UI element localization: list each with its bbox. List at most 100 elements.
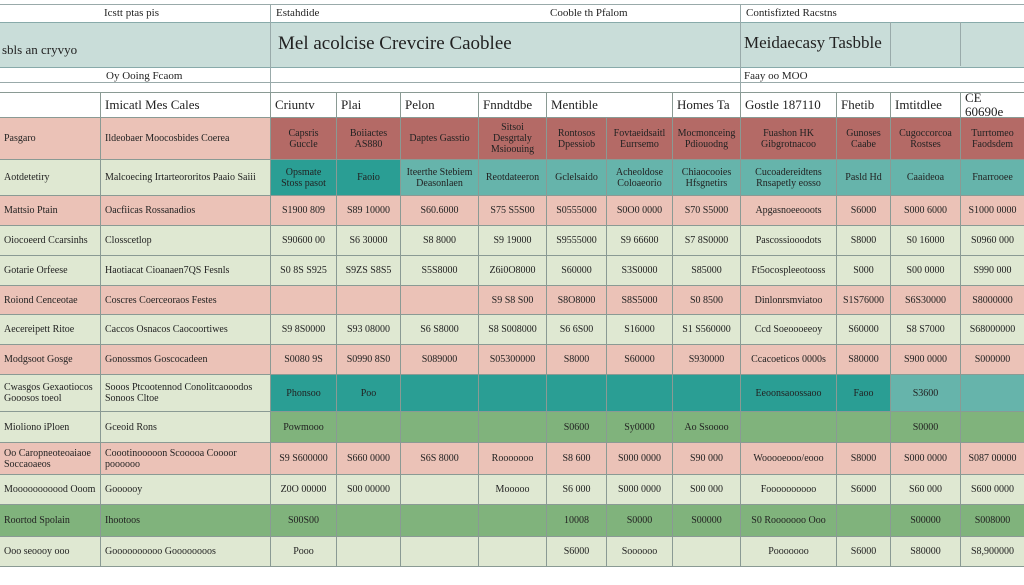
table-cell[interactable]: S0000 — [606, 505, 672, 536]
table-cell[interactable]: Acheoldose Coloaeorio — [606, 160, 672, 195]
table-cell[interactable]: Fnarrooee — [960, 160, 1024, 195]
table-cell[interactable]: S6S 8000 — [400, 443, 478, 474]
row-label[interactable]: Mattsio Ptain — [0, 196, 100, 225]
table-cell[interactable]: S0 Rooooooo Ooo — [740, 505, 836, 536]
table-cell[interactable]: S6 6S00 — [546, 315, 606, 344]
table-cell[interactable]: Goooooy — [100, 475, 270, 504]
column-header[interactable]: Fnndtdbe — [478, 93, 546, 117]
table-cell[interactable]: S60 000 — [890, 475, 960, 504]
table-cell[interactable]: Faoo — [836, 375, 890, 411]
column-header[interactable]: Fhetib — [836, 93, 890, 117]
table-cell[interactable]: S0990 8S0 — [336, 345, 400, 374]
table-cell[interactable]: S00000 — [672, 505, 740, 536]
row-label[interactable]: Aecereipett Ritoe — [0, 315, 100, 344]
table-cell[interactable] — [478, 412, 546, 442]
table-cell[interactable]: S9 19000 — [478, 226, 546, 255]
row-label[interactable]: Roiond Cenceotae — [0, 286, 100, 314]
table-cell[interactable]: Daptes Gasstio — [400, 118, 478, 159]
table-cell[interactable]: S900 0000 — [890, 345, 960, 374]
column-header[interactable]: Imtitdlee — [890, 93, 960, 117]
table-cell[interactable]: Ft5ocospleeotooss — [740, 256, 836, 285]
table-cell[interactable]: S8 600 — [546, 443, 606, 474]
table-cell[interactable] — [672, 537, 740, 566]
table-cell[interactable] — [478, 537, 546, 566]
table-cell[interactable]: Pascossiooodots — [740, 226, 836, 255]
table-cell[interactable]: S8 S7000 — [890, 315, 960, 344]
table-cell[interactable]: S000 6000 — [890, 196, 960, 225]
table-cell[interactable]: Sy0000 — [606, 412, 672, 442]
table-cell[interactable] — [336, 505, 400, 536]
table-cell[interactable]: Iteerthe Stebiem Deasonlaen — [400, 160, 478, 195]
table-cell[interactable]: S00 0000 — [890, 256, 960, 285]
table-cell[interactable]: Poo — [336, 375, 400, 411]
table-cell[interactable] — [606, 375, 672, 411]
table-cell[interactable]: S68000000 — [960, 315, 1024, 344]
table-cell[interactable]: Mocmonceing Pdiouodng — [672, 118, 740, 159]
table-cell[interactable]: S8 S008000 — [478, 315, 546, 344]
table-cell[interactable]: Goooooooooo Goooooooos — [100, 537, 270, 566]
table-cell[interactable]: Z0O 00000 — [270, 475, 336, 504]
table-cell[interactable]: Foooooooooo — [740, 475, 836, 504]
table-cell[interactable]: Pooooooo — [740, 537, 836, 566]
row-label[interactable]: Mooooooooood Ooom — [0, 475, 100, 504]
table-cell[interactable]: S6000 — [836, 537, 890, 566]
table-cell[interactable]: S8000 — [546, 345, 606, 374]
table-cell[interactable]: S8O8000 — [546, 286, 606, 314]
row-label[interactable]: Roortod Spolain — [0, 505, 100, 536]
table-cell[interactable]: Pasld Hd — [836, 160, 890, 195]
table-cell[interactable]: Rooooooo — [478, 443, 546, 474]
table-cell[interactable] — [400, 412, 478, 442]
table-cell[interactable]: S930000 — [672, 345, 740, 374]
table-cell[interactable]: Mooooo — [478, 475, 546, 504]
table-cell[interactable]: Phonsoo — [270, 375, 336, 411]
table-cell[interactable]: S000 0000 — [606, 443, 672, 474]
table-cell[interactable]: Coscres Coerceoraos Festes — [100, 286, 270, 314]
table-cell[interactable]: S000 0000 — [890, 443, 960, 474]
table-cell[interactable]: Eeoonsaoossaoo — [740, 375, 836, 411]
column-header[interactable]: Pelon — [400, 93, 478, 117]
table-cell[interactable]: Ildeobaer Moocosbides Coerea — [100, 118, 270, 159]
row-label[interactable]: Oo Caropneoteoaiaoe Soccaoaeos — [0, 443, 100, 474]
table-cell[interactable]: S05300000 — [478, 345, 546, 374]
table-cell[interactable]: Apgasnoeeooots — [740, 196, 836, 225]
table-cell[interactable]: Cugoccorcoa Rostses — [890, 118, 960, 159]
table-cell[interactable]: Malcoecing Irtarteororitos Paaio Saiii — [100, 160, 270, 195]
table-cell[interactable]: S9ZS S8S5 — [336, 256, 400, 285]
table-cell[interactable]: S70 S5000 — [672, 196, 740, 225]
table-cell[interactable]: S1900 809 — [270, 196, 336, 225]
table-cell[interactable]: S90 000 — [672, 443, 740, 474]
table-cell[interactable]: Dinlonrsmviatoo — [740, 286, 836, 314]
table-cell[interactable]: Haotiacat Cioanaen7QS Fesnls — [100, 256, 270, 285]
table-cell[interactable]: S089000 — [400, 345, 478, 374]
table-cell[interactable]: S0 8S S925 — [270, 256, 336, 285]
table-cell[interactable]: Boiiactes AS880 — [336, 118, 400, 159]
table-cell[interactable]: Gceoid Rons — [100, 412, 270, 442]
table-cell[interactable]: S9555000 — [546, 226, 606, 255]
table-cell[interactable]: S1S76000 — [836, 286, 890, 314]
table-cell[interactable]: S60000 — [836, 315, 890, 344]
table-cell[interactable]: S600 0000 — [960, 475, 1024, 504]
table-cell[interactable] — [672, 375, 740, 411]
table-cell[interactable]: Capsris Guccle — [270, 118, 336, 159]
table-cell[interactable]: S000 — [836, 256, 890, 285]
table-cell[interactable] — [478, 505, 546, 536]
column-header[interactable]: CE 60690e — [960, 93, 1024, 117]
table-cell[interactable]: S0000 — [890, 412, 960, 442]
table-cell[interactable]: S1 S560000 — [672, 315, 740, 344]
table-cell[interactable] — [960, 412, 1024, 442]
table-cell[interactable]: S0960 000 — [960, 226, 1024, 255]
row-label[interactable]: Cwasgos Gexaotiocos Gooosos toeol — [0, 375, 100, 411]
table-cell[interactable]: S000 0000 — [606, 475, 672, 504]
table-cell[interactable]: Reotdateeron — [478, 160, 546, 195]
table-cell[interactable]: Turrtomeo Faodsdem — [960, 118, 1024, 159]
table-cell[interactable] — [400, 505, 478, 536]
table-cell[interactable]: S6 S8000 — [400, 315, 478, 344]
table-cell[interactable] — [740, 412, 836, 442]
table-cell[interactable]: Ccacoeticos 0000s — [740, 345, 836, 374]
row-label[interactable]: Modgsoot Gosge — [0, 345, 100, 374]
table-cell[interactable] — [400, 375, 478, 411]
table-cell[interactable]: S9 S8 S00 — [478, 286, 546, 314]
table-cell[interactable]: S60.6000 — [400, 196, 478, 225]
row-label[interactable]: Aotdetetiry — [0, 160, 100, 195]
table-cell[interactable]: S60000 — [606, 345, 672, 374]
